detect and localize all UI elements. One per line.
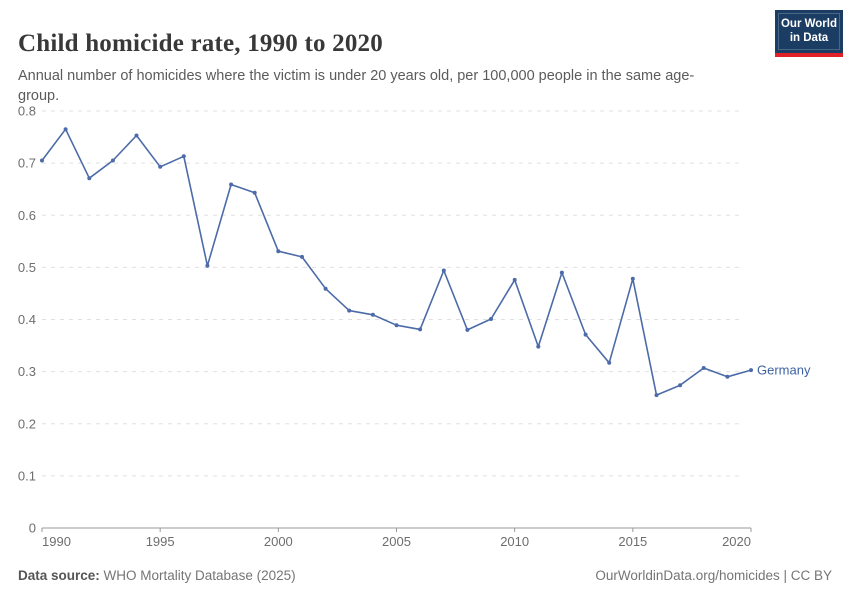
data-point[interactable]	[87, 176, 92, 181]
x-tick-label: 1990	[42, 534, 71, 549]
data-source-label: Data source:	[18, 568, 100, 583]
data-point[interactable]	[489, 317, 493, 321]
data-point[interactable]	[559, 270, 564, 275]
data-point[interactable]	[181, 154, 186, 159]
data-line-germany[interactable]	[41, 128, 752, 396]
y-tick-label: 0.4	[18, 312, 36, 327]
x-tick-label: 2015	[618, 534, 647, 549]
data-point[interactable]	[347, 308, 352, 313]
data-point[interactable]	[725, 374, 730, 379]
data-point[interactable]	[134, 133, 139, 138]
data-point[interactable]	[40, 158, 44, 163]
y-tick-label: 0	[29, 521, 36, 536]
chart-title: Child homicide rate, 1990 to 2020	[18, 29, 383, 57]
y-tick-label: 0.3	[18, 364, 36, 379]
owid-logo-line1: Our World	[780, 18, 837, 30]
data-point[interactable]	[370, 312, 375, 317]
data-point[interactable]	[678, 383, 683, 388]
data-point[interactable]	[583, 332, 588, 337]
series-end-label[interactable]: Germany	[757, 363, 811, 378]
y-tick-label: 0.7	[18, 156, 36, 171]
data-point[interactable]	[749, 368, 753, 373]
data-point[interactable]	[441, 268, 446, 273]
owid-logo-line2: in Data	[789, 32, 829, 45]
data-point[interactable]	[701, 366, 706, 370]
data-point[interactable]	[418, 327, 423, 332]
data-point[interactable]	[512, 277, 517, 282]
data-point[interactable]	[110, 158, 115, 163]
data-point[interactable]	[252, 190, 257, 195]
data-point[interactable]	[300, 254, 304, 259]
data-point[interactable]	[630, 276, 635, 281]
chart-subtitle: Annual number of homicides where the vic…	[18, 67, 695, 105]
data-point[interactable]	[536, 344, 541, 349]
data-point[interactable]	[654, 393, 659, 398]
data-point[interactable]	[229, 182, 234, 187]
y-tick-label: 0.6	[18, 208, 36, 223]
y-tick-label: 0.1	[18, 468, 36, 483]
owid-logo-text: Our World in Data	[778, 13, 840, 50]
attribution-link[interactable]: OurWorldinData.org/homicides | CC BY	[595, 568, 832, 583]
data-point[interactable]	[394, 323, 399, 328]
y-tick-label: 0.2	[18, 416, 36, 431]
x-tick-label: 2000	[264, 534, 293, 549]
data-point[interactable]	[276, 249, 281, 254]
data-point[interactable]	[465, 327, 470, 332]
data-point[interactable]	[158, 164, 163, 169]
x-tick-label: 2020	[722, 534, 751, 549]
x-tick-label: 1995	[146, 534, 175, 549]
owid-logo[interactable]: Our World in Data	[775, 10, 843, 57]
data-point[interactable]	[63, 127, 68, 132]
data-source-note: Data source: WHO Mortality Database (202…	[18, 568, 296, 583]
data-point[interactable]	[323, 286, 328, 291]
x-tick-label: 2005	[382, 534, 411, 549]
data-point[interactable]	[205, 263, 210, 268]
data-point[interactable]	[607, 360, 612, 365]
x-tick-label: 2010	[500, 534, 529, 549]
data-source-value: WHO Mortality Database (2025)	[99, 568, 296, 583]
y-tick-label: 0.5	[18, 260, 36, 275]
y-tick-label: 0.8	[18, 104, 36, 119]
